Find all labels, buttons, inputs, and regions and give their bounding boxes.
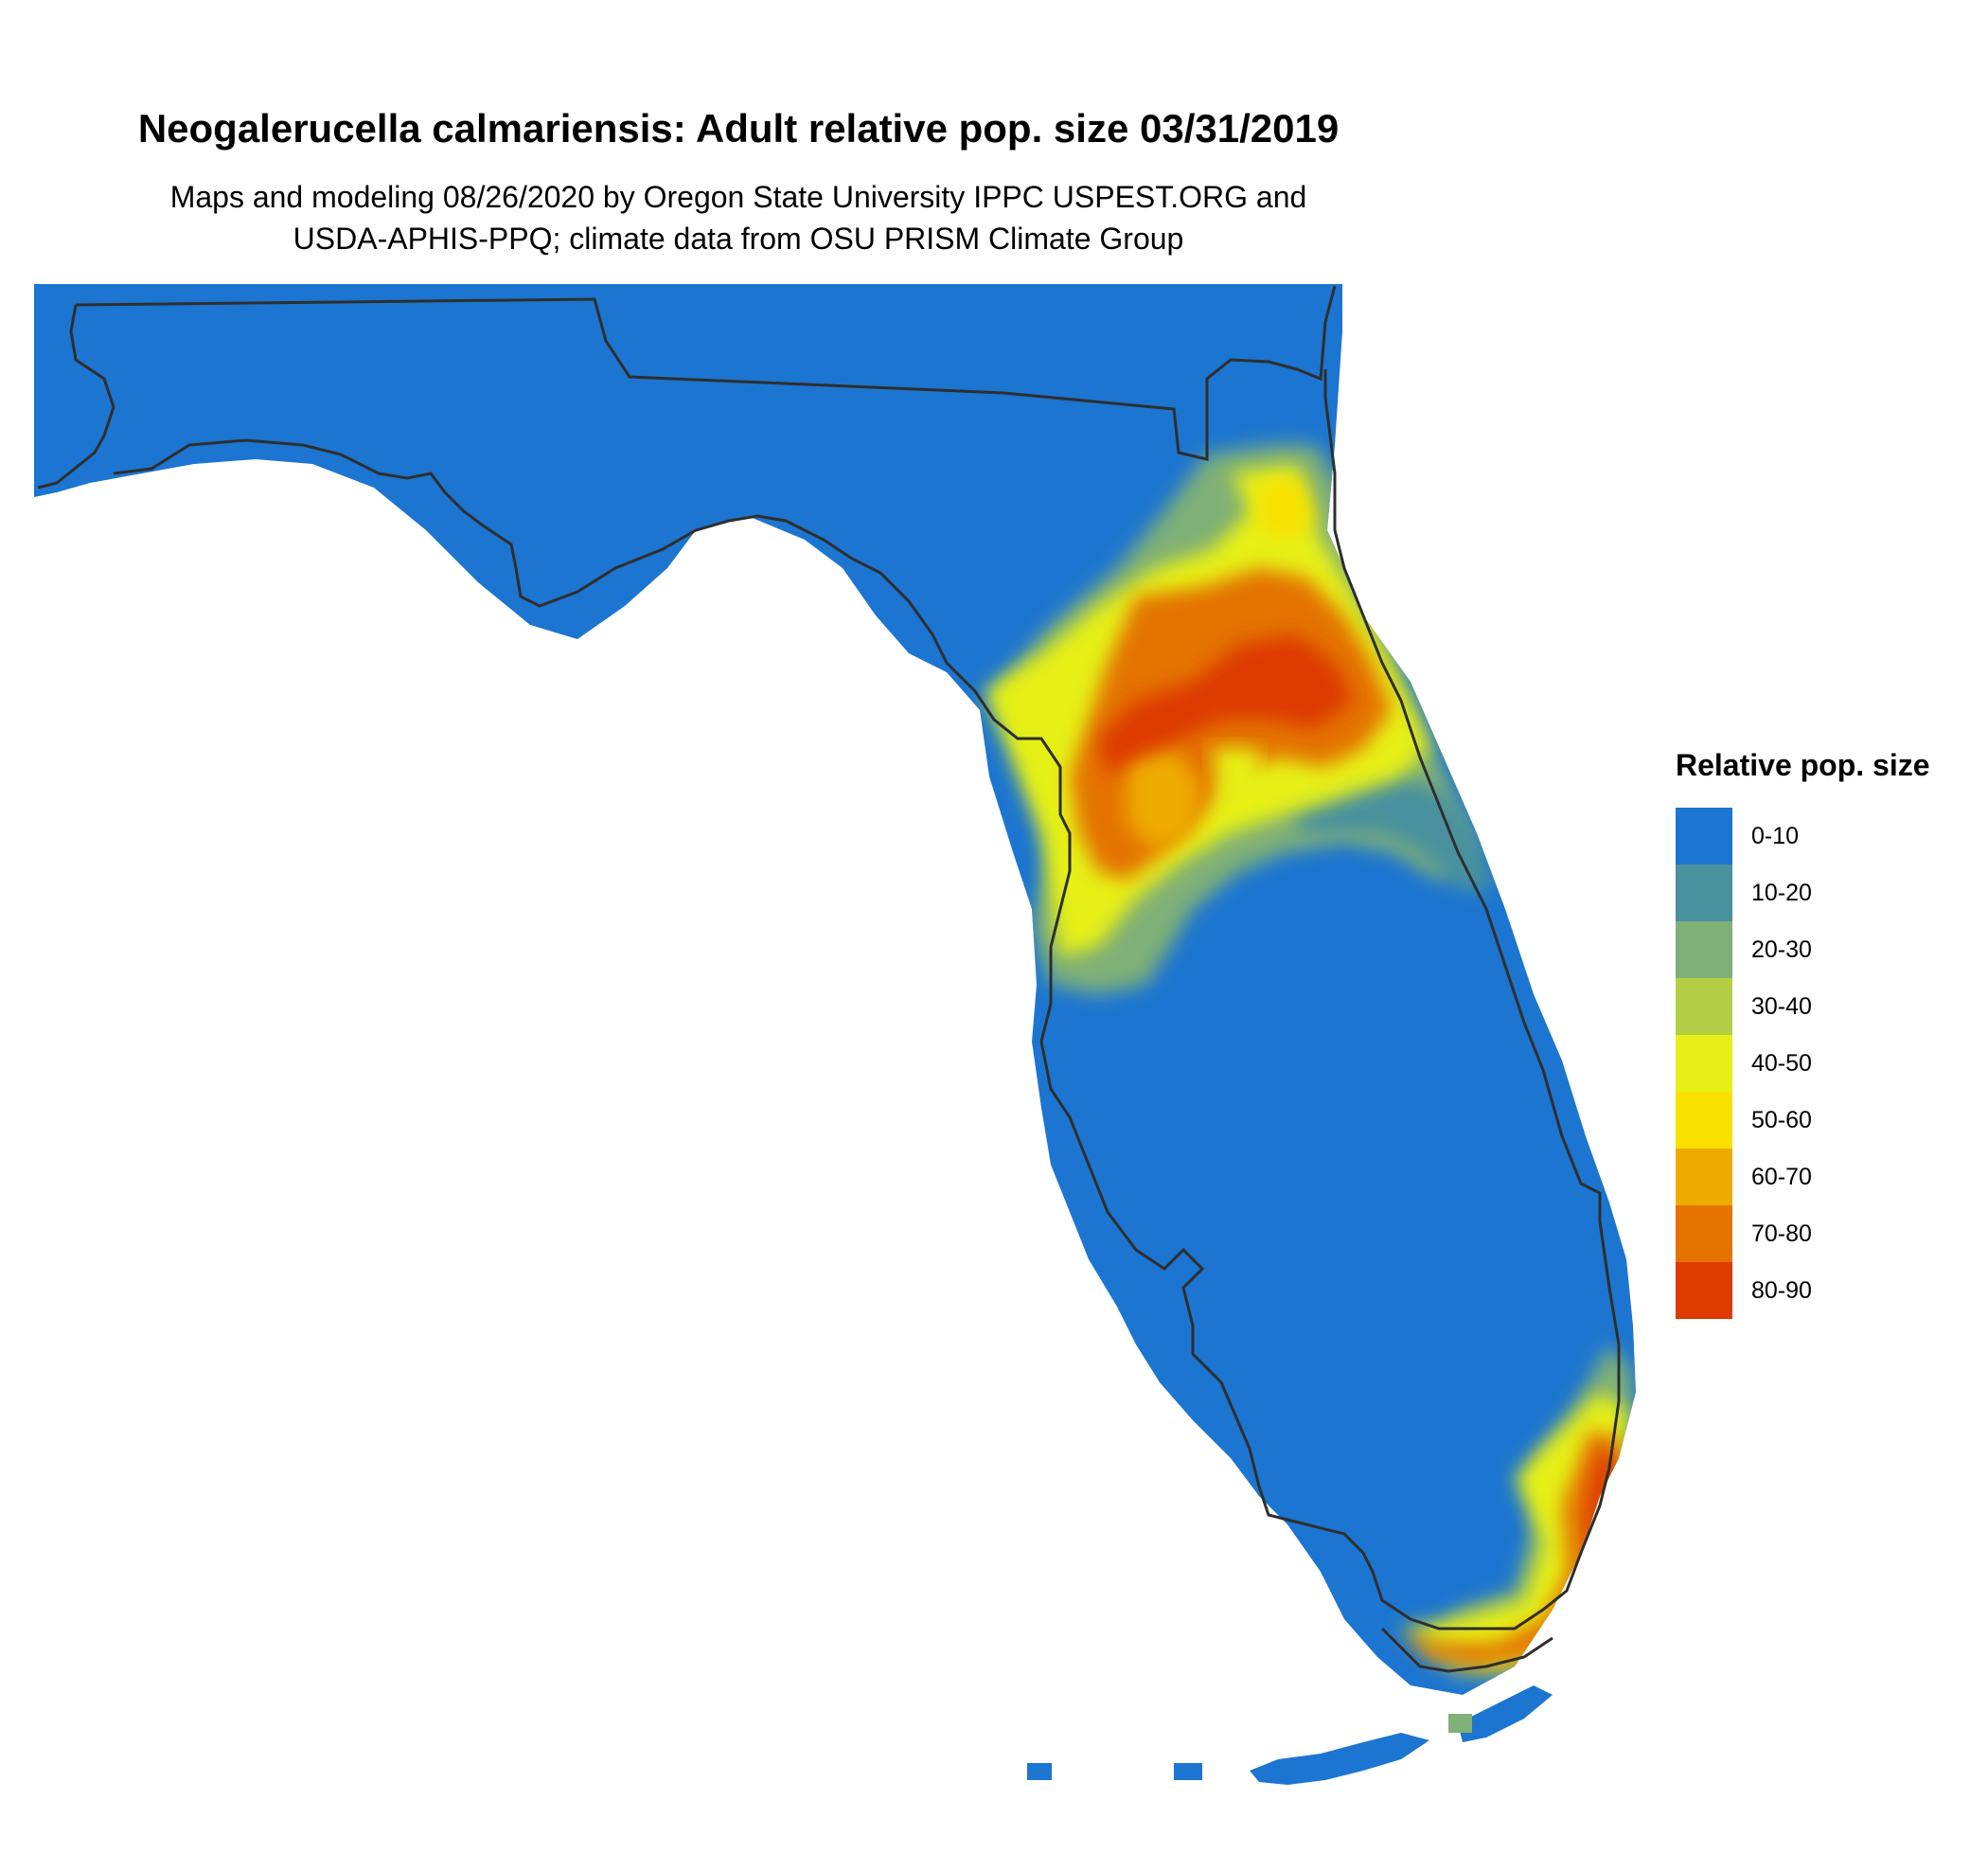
state-boundary-lines: [37, 285, 1621, 1673]
legend-item: 0-10: [1676, 808, 1969, 864]
zone-50-60: [1259, 478, 1316, 540]
land-base-0-10: [34, 284, 1636, 1695]
florida-population-map: [34, 284, 1636, 1785]
legend-item: 80-90: [1676, 1262, 1969, 1319]
legend-swatch: [1676, 1205, 1732, 1262]
legend-item: 70-80: [1676, 1205, 1969, 1262]
legend-item: 10-20: [1676, 864, 1969, 921]
legend-label: 30-40: [1751, 992, 1812, 1020]
legend-title: Relative pop. size: [1676, 748, 1930, 782]
legend-label: 80-90: [1751, 1276, 1812, 1304]
legend-item: 40-50: [1676, 1035, 1969, 1092]
zone-60-70: [1127, 748, 1202, 852]
legend-swatch: [1676, 978, 1732, 1035]
legend-swatch: [1676, 1262, 1732, 1319]
map-title: Neogalerucella calmariensis: Adult relat…: [137, 106, 1340, 151]
legend-label: 70-80: [1751, 1220, 1812, 1247]
legend-items: 0-10 10-20 20-30 30-40 40-50 50-60 60-70 70-80 8…: [1676, 808, 1969, 1319]
subtitle-line-2: USDA-APHIS-PPQ; climate data from OSU PR…: [293, 222, 1184, 256]
legend-swatch: [1676, 1092, 1732, 1149]
legend-swatch: [1676, 1149, 1732, 1205]
legend: Relative pop. size 0-10 10-20 20-30 30-40 40…: [1676, 748, 1969, 1319]
legend-label: 40-50: [1751, 1049, 1812, 1077]
zone-40-50-mid: [1212, 748, 1259, 805]
legend-swatch: [1676, 808, 1732, 864]
legend-label: 10-20: [1751, 879, 1812, 906]
florida-keys: [1027, 1685, 1553, 1785]
legend-item: 20-30: [1676, 921, 1969, 978]
legend-label: 20-30: [1751, 936, 1812, 963]
map-subtitle: Maps and modeling 08/26/2020 by Oregon S…: [0, 176, 1477, 259]
keys-green-patch: [1448, 1714, 1472, 1733]
subtitle-line-1: Maps and modeling 08/26/2020 by Oregon S…: [169, 180, 1307, 214]
legend-swatch: [1676, 864, 1732, 921]
legend-label: 60-70: [1751, 1163, 1812, 1190]
legend-item: 60-70: [1676, 1149, 1969, 1205]
legend-label: 0-10: [1751, 822, 1800, 849]
legend-label: 50-60: [1751, 1106, 1812, 1133]
zone-10-20: [1287, 776, 1496, 890]
legend-item: 50-60: [1676, 1092, 1969, 1149]
zone-80-90: [1098, 634, 1354, 776]
legend-swatch: [1676, 921, 1732, 978]
legend-swatch: [1676, 1035, 1732, 1092]
legend-item: 30-40: [1676, 978, 1969, 1035]
